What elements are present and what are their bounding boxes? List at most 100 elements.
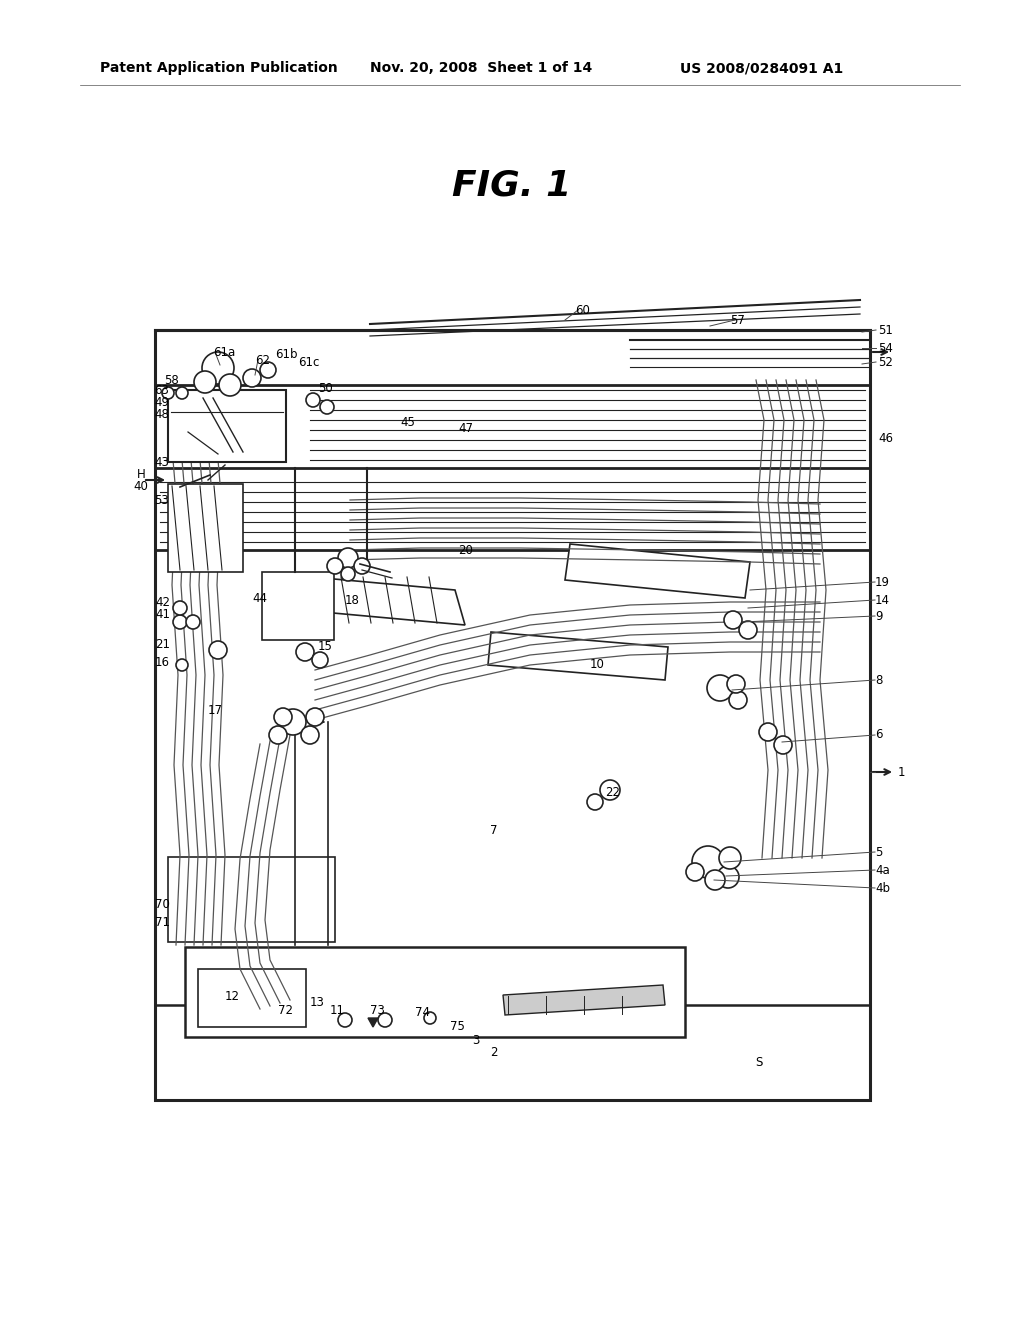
- Circle shape: [186, 615, 200, 630]
- Text: 75: 75: [450, 1019, 465, 1032]
- Circle shape: [312, 652, 328, 668]
- Circle shape: [338, 1012, 352, 1027]
- Circle shape: [729, 690, 746, 709]
- Circle shape: [306, 393, 319, 407]
- Text: 11: 11: [330, 1003, 345, 1016]
- Text: 72: 72: [278, 1003, 293, 1016]
- Text: 70: 70: [155, 899, 170, 912]
- Text: 15: 15: [318, 640, 333, 653]
- Circle shape: [739, 620, 757, 639]
- Circle shape: [707, 675, 733, 701]
- Circle shape: [173, 615, 187, 630]
- Text: 4a: 4a: [874, 863, 890, 876]
- Circle shape: [319, 400, 334, 414]
- Text: 1: 1: [898, 766, 905, 779]
- Text: 22: 22: [605, 785, 620, 799]
- Text: 47: 47: [458, 421, 473, 434]
- Circle shape: [327, 558, 343, 574]
- Circle shape: [759, 723, 777, 741]
- Text: 21: 21: [155, 638, 170, 651]
- Text: 62: 62: [255, 354, 270, 367]
- Circle shape: [280, 709, 306, 735]
- Text: 2: 2: [490, 1047, 498, 1060]
- Text: 74: 74: [415, 1006, 430, 1019]
- Text: 41: 41: [155, 607, 170, 620]
- Text: 63: 63: [154, 384, 169, 396]
- Bar: [155, 330, 870, 1100]
- Circle shape: [600, 780, 620, 800]
- Polygon shape: [368, 1018, 378, 1027]
- Text: S: S: [755, 1056, 763, 1069]
- Text: 17: 17: [208, 704, 223, 717]
- Text: 71: 71: [155, 916, 170, 928]
- Circle shape: [692, 846, 724, 878]
- Circle shape: [162, 387, 174, 399]
- Circle shape: [424, 1012, 436, 1024]
- Text: Nov. 20, 2008  Sheet 1 of 14: Nov. 20, 2008 Sheet 1 of 14: [370, 61, 592, 75]
- Text: 54: 54: [878, 342, 893, 355]
- Text: 43: 43: [154, 455, 169, 469]
- Circle shape: [306, 708, 324, 726]
- Circle shape: [724, 611, 742, 630]
- Polygon shape: [290, 576, 465, 624]
- Text: 42: 42: [155, 595, 170, 609]
- Circle shape: [686, 863, 705, 880]
- Circle shape: [274, 708, 292, 726]
- Circle shape: [296, 643, 314, 661]
- Circle shape: [243, 370, 261, 387]
- Circle shape: [341, 568, 355, 581]
- Text: US 2008/0284091 A1: US 2008/0284091 A1: [680, 61, 843, 75]
- Text: 45: 45: [400, 416, 415, 429]
- Circle shape: [587, 795, 603, 810]
- Circle shape: [717, 866, 739, 888]
- Circle shape: [260, 362, 276, 378]
- Circle shape: [209, 642, 227, 659]
- Text: 61c: 61c: [298, 355, 319, 368]
- Text: 14: 14: [874, 594, 890, 606]
- Circle shape: [194, 371, 216, 393]
- Text: 12: 12: [225, 990, 240, 1002]
- Circle shape: [202, 352, 234, 384]
- Text: 19: 19: [874, 576, 890, 589]
- Text: 48: 48: [154, 408, 169, 421]
- Text: FIG. 1: FIG. 1: [453, 168, 571, 202]
- Text: 61b: 61b: [275, 347, 298, 360]
- Circle shape: [269, 726, 287, 744]
- Circle shape: [301, 726, 319, 744]
- Circle shape: [176, 659, 188, 671]
- Text: H: H: [137, 467, 145, 480]
- Text: 13: 13: [310, 995, 325, 1008]
- Circle shape: [219, 374, 241, 396]
- Text: 5: 5: [874, 846, 883, 858]
- Circle shape: [378, 1012, 392, 1027]
- Text: 16: 16: [155, 656, 170, 668]
- Text: 61a: 61a: [213, 346, 236, 359]
- Bar: [185, 946, 685, 1038]
- Text: 8: 8: [874, 673, 883, 686]
- Text: 6: 6: [874, 729, 883, 742]
- Text: 9: 9: [874, 610, 883, 623]
- Text: 7: 7: [490, 824, 498, 837]
- Text: Patent Application Publication: Patent Application Publication: [100, 61, 338, 75]
- Polygon shape: [503, 985, 665, 1015]
- Circle shape: [705, 870, 725, 890]
- Circle shape: [176, 387, 188, 399]
- Text: 53: 53: [154, 494, 169, 507]
- Text: 4b: 4b: [874, 882, 890, 895]
- Text: 10: 10: [590, 659, 605, 672]
- Text: 51: 51: [878, 323, 893, 337]
- Text: 57: 57: [730, 314, 744, 326]
- Circle shape: [719, 847, 741, 869]
- Polygon shape: [488, 632, 668, 680]
- Circle shape: [727, 675, 745, 693]
- Circle shape: [774, 737, 792, 754]
- Bar: [262, 572, 334, 640]
- Bar: [168, 389, 286, 462]
- Polygon shape: [565, 544, 750, 598]
- Bar: [168, 484, 243, 572]
- Text: 49: 49: [154, 396, 169, 408]
- Text: 46: 46: [878, 432, 893, 445]
- Text: 60: 60: [575, 304, 590, 317]
- Text: 73: 73: [370, 1003, 385, 1016]
- Text: 20: 20: [458, 544, 473, 557]
